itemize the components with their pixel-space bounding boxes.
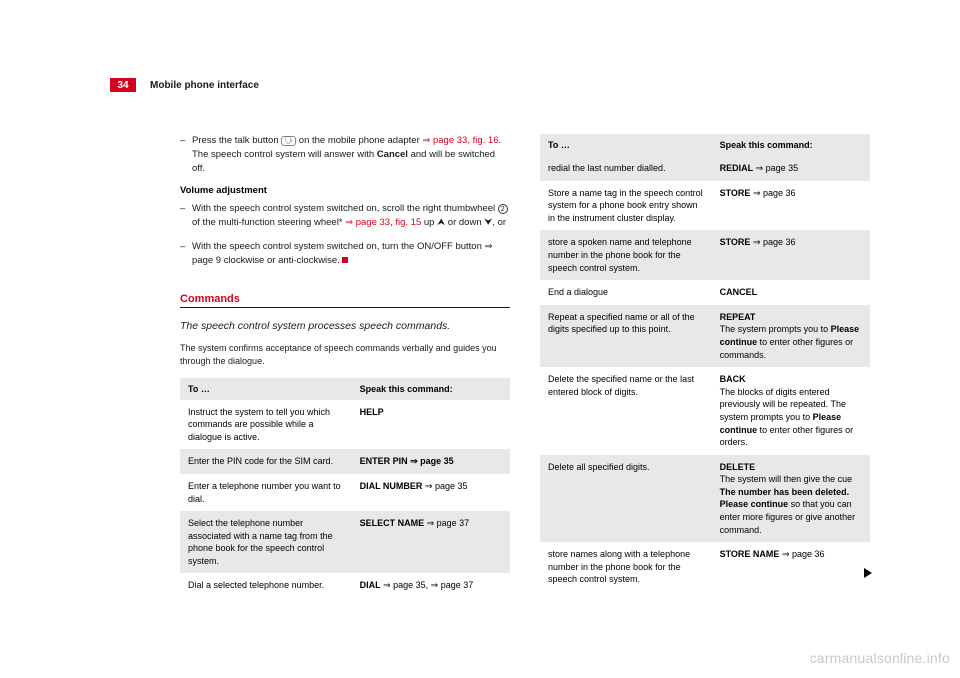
table-cell: HELP (352, 400, 510, 450)
page-number: 34 (110, 78, 136, 92)
section-lede: The speech control system processes spee… (180, 320, 510, 332)
table-cell: Delete the specified name or the last en… (540, 367, 712, 455)
table-row: redial the last number dialled.REDIAL ⇒ … (540, 156, 870, 181)
table-row: Enter a telephone number you want to dia… (180, 474, 510, 511)
header-title: Mobile phone interface (150, 80, 259, 91)
table-cell: DELETEThe system will then give the cue … (712, 455, 870, 543)
section-caption: The system confirms acceptance of speech… (180, 342, 510, 367)
table-cell: Dial a selected telephone number. (180, 573, 352, 598)
table-header: To … (180, 378, 352, 400)
table-cell: Select the telephone number associated w… (180, 511, 352, 573)
commands-table-right: To … Speak this command: redial the last… (540, 134, 870, 592)
list-item: – With the speech control system switche… (180, 202, 510, 230)
table-cell: STORE ⇒ page 36 (712, 181, 870, 231)
table-cell: CANCEL (712, 280, 870, 305)
table-cell: store a spoken name and telephone number… (540, 230, 712, 280)
table-cell: DIAL NUMBER ⇒ page 35 (352, 474, 510, 511)
table-cell: Enter the PIN code for the SIM card. (180, 449, 352, 474)
cross-ref-link[interactable]: ⇒ page 33, fig. 15 (345, 217, 421, 228)
table-header: To … (540, 134, 712, 156)
table-cell: STORE ⇒ page 36 (712, 230, 870, 280)
table-header: Speak this command: (712, 134, 870, 156)
table-cell: redial the last number dialled. (540, 156, 712, 181)
right-column: To … Speak this command: redial the last… (540, 134, 870, 598)
callout-number-icon: 2 (498, 204, 508, 214)
continue-arrow-icon (864, 568, 872, 578)
talk-icon: 🗣 (281, 136, 296, 146)
list-item: – With the speech control system switche… (180, 240, 510, 268)
table-row: Delete the specified name or the last en… (540, 367, 870, 455)
table-cell: ENTER PIN ⇒ page 35 (352, 449, 510, 474)
body-text: on the mobile phone adapter (296, 135, 422, 146)
left-column: – Press the talk button 🗣 on the mobile … (110, 134, 510, 598)
table-cell: Instruct the system to tell you which co… (180, 400, 352, 450)
end-mark-icon (342, 257, 348, 263)
page-header: 34 Mobile phone interface (110, 78, 870, 92)
table-row: store names along with a telephone numbe… (540, 542, 870, 592)
table-cell: Delete all specified digits. (540, 455, 712, 543)
table-cell: End a dialogue (540, 280, 712, 305)
body-text: With the speech control system switched … (192, 203, 498, 214)
table-row: End a dialogueCANCEL (540, 280, 870, 305)
table-row: Instruct the system to tell you which co… (180, 400, 510, 450)
body-text: up ⮝ or down ⮟, or (421, 217, 506, 228)
table-row: Select the telephone number associated w… (180, 511, 510, 573)
table-row: Store a name tag in the speech control s… (540, 181, 870, 231)
subheading: Volume adjustment (180, 185, 510, 196)
table-cell: Enter a telephone number you want to dia… (180, 474, 352, 511)
table-cell: REPEATThe system prompts you to Please c… (712, 305, 870, 367)
body-text: Press the talk button (192, 135, 281, 146)
table-cell: BACKThe blocks of digits entered previou… (712, 367, 870, 455)
table-row: Enter the PIN code for the SIM card.ENTE… (180, 449, 510, 474)
table-cell: STORE NAME ⇒ page 36 (712, 542, 870, 592)
watermark: carmanualsonline.info (810, 650, 950, 666)
table-header: Speak this command: (352, 378, 510, 400)
table-cell: REDIAL ⇒ page 35 (712, 156, 870, 181)
table-row: Delete all specified digits.DELETEThe sy… (540, 455, 870, 543)
table-row: store a spoken name and telephone number… (540, 230, 870, 280)
body-text: of the multi-function steering wheel* (192, 217, 345, 228)
table-row: Repeat a specified name or all of the di… (540, 305, 870, 367)
page-content: 34 Mobile phone interface – Press the ta… (110, 78, 870, 598)
section-title: Commands (180, 293, 510, 308)
table-cell: DIAL ⇒ page 35, ⇒ page 37 (352, 573, 510, 598)
table-cell: Store a name tag in the speech control s… (540, 181, 712, 231)
bold-text: Cancel (377, 149, 408, 160)
columns: – Press the talk button 🗣 on the mobile … (110, 134, 870, 598)
table-cell: store names along with a telephone numbe… (540, 542, 712, 592)
table-row: Dial a selected telephone number.DIAL ⇒ … (180, 573, 510, 598)
list-item: – Press the talk button 🗣 on the mobile … (180, 134, 510, 175)
table-cell: Repeat a specified name or all of the di… (540, 305, 712, 367)
commands-table-left: To … Speak this command: Instruct the sy… (180, 378, 510, 599)
cross-ref-link[interactable]: ⇒ page 33, fig. 16 (422, 135, 498, 146)
table-cell: SELECT NAME ⇒ page 37 (352, 511, 510, 573)
